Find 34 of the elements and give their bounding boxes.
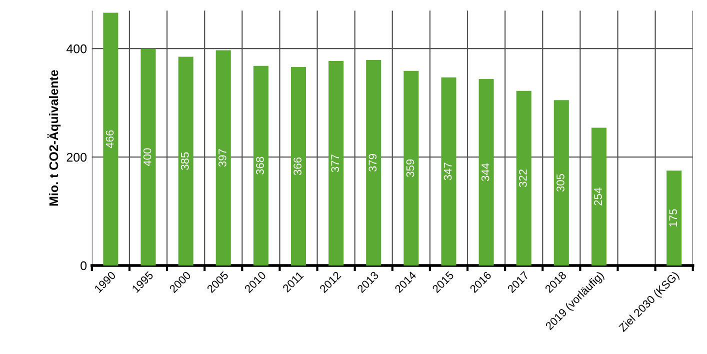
bar [178, 56, 194, 266]
bar [216, 50, 231, 266]
data-label: 305 [556, 174, 564, 192]
bar [666, 170, 682, 266]
data-label: 466 [106, 130, 114, 148]
data-label: 368 [256, 156, 264, 175]
bar [554, 100, 569, 266]
bar [253, 66, 268, 266]
data-label: 400 [143, 148, 152, 166]
data-label: 366 [294, 157, 302, 176]
y-tick-label: 200 [66, 152, 87, 162]
data-label: 379 [368, 154, 377, 172]
bar [404, 70, 419, 266]
data-label: 254 [594, 188, 602, 206]
data-label: 344 [481, 163, 490, 182]
bar [103, 12, 118, 266]
y-tick-label: 0 [80, 261, 87, 270]
data-label: 385 [180, 152, 189, 170]
y-axis-title: Mio. t CO2-Äquivalente [47, 70, 61, 206]
bar [516, 90, 532, 266]
data-label: 397 [218, 149, 226, 167]
data-label: 359 [406, 159, 414, 177]
data-label: 322 [518, 169, 527, 188]
bar [441, 77, 456, 266]
data-label: 175 [669, 209, 678, 226]
bar [366, 60, 382, 266]
bar [328, 61, 344, 266]
bar [140, 48, 156, 266]
bar [290, 67, 306, 266]
data-label: 377 [331, 154, 340, 172]
y-tick-label: 400 [66, 44, 87, 54]
bar [591, 128, 606, 266]
data-label: 347 [444, 162, 452, 180]
bar [478, 78, 494, 266]
